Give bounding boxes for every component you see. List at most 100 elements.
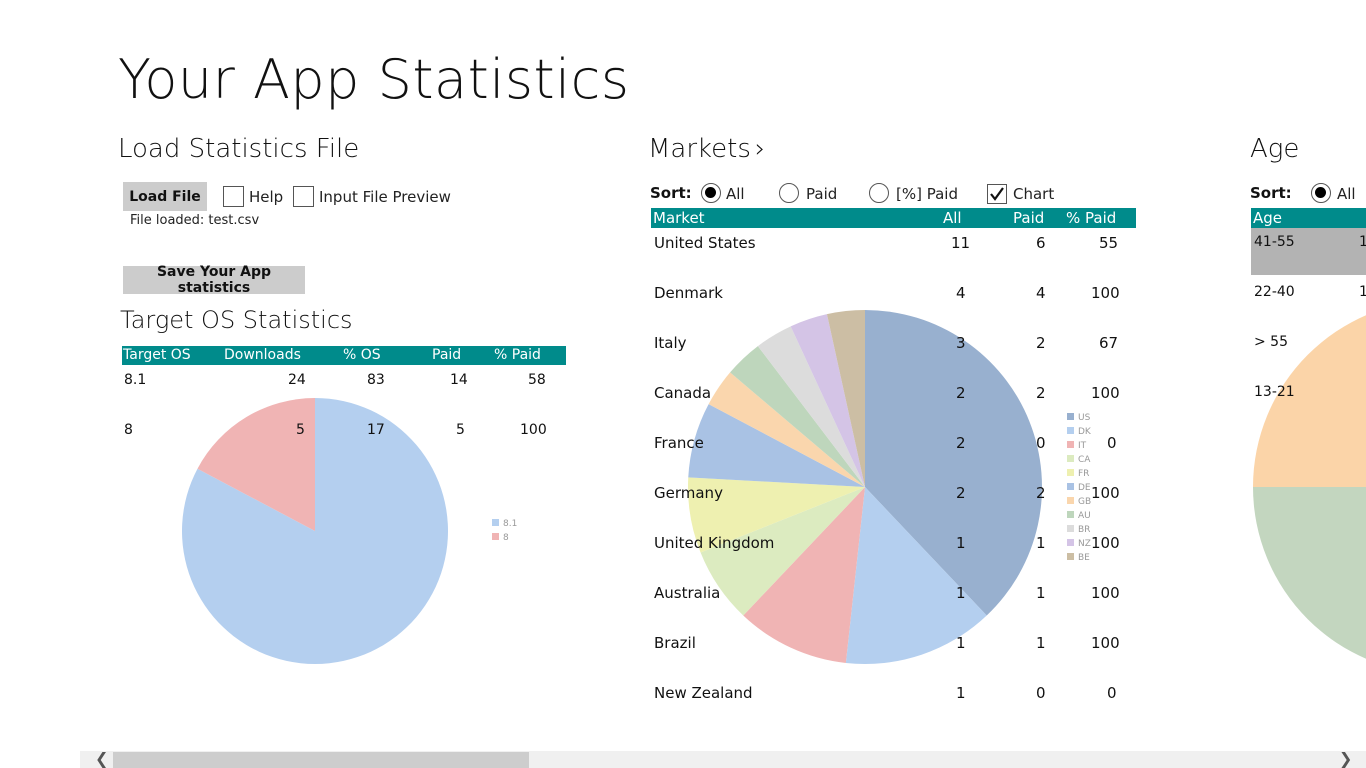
table-row[interactable]: 8 5 17 5 100 [122, 422, 566, 442]
sort-paid-radio[interactable] [779, 183, 799, 203]
os-table-header: Target OS Downloads % OS Paid % Paid [122, 346, 566, 365]
os-header-pct-os: % OS [343, 347, 381, 363]
legend-swatch [1067, 497, 1074, 504]
legend-swatch [1067, 525, 1074, 532]
help-checkbox[interactable] [223, 186, 244, 207]
market-cell: United States [654, 234, 756, 252]
table-row[interactable]: United States 11 6 55 [651, 234, 1136, 254]
table-row[interactable]: Italy 3 2 67 [651, 334, 1136, 354]
table-row[interactable]: Germany 2 2 100 [651, 484, 1136, 504]
age-header-age: Age [1253, 209, 1283, 227]
paid-cell: 0 [1036, 434, 1046, 452]
pie-slice-br [757, 326, 865, 487]
input-preview-checkbox[interactable] [293, 186, 314, 207]
table-row[interactable]: France 2 0 0 [651, 434, 1136, 454]
os-header-downloads: Downloads [224, 347, 301, 363]
sort-all-radio[interactable] [701, 183, 721, 203]
table-row[interactable]: 8.1 24 83 14 58 [122, 372, 566, 392]
paid-cell: 4 [1036, 284, 1046, 302]
age-cell: 13-21 [1254, 384, 1295, 400]
markets-title-text: Markets [648, 134, 751, 164]
table-row[interactable]: United Kingdom 1 1 100 [651, 534, 1136, 554]
age-title: Age [1250, 134, 1300, 164]
market-cell: Brazil [654, 634, 696, 652]
scrollbar-thumb[interactable] [113, 752, 529, 768]
markets-title[interactable]: Markets › [648, 134, 765, 164]
table-row[interactable]: Australia 1 1 100 [651, 584, 1136, 604]
legend-swatch [1067, 441, 1074, 448]
legend-label: 8.1 [503, 519, 517, 529]
sort-pct-paid-radio[interactable] [869, 183, 889, 203]
legend-label: IT [1078, 441, 1087, 451]
all-cell: 1 [956, 584, 966, 602]
market-cell: Germany [654, 484, 723, 502]
market-cell: France [654, 434, 704, 452]
os-pie-chart: 8.18 [182, 398, 517, 664]
app-title: Your App Statistics [118, 48, 630, 111]
legend-swatch [1067, 455, 1074, 462]
market-cell: Australia [654, 584, 721, 602]
pie-slice-gb [708, 372, 865, 487]
table-row[interactable]: 13-21 [1251, 384, 1366, 404]
legend-label: US [1078, 413, 1091, 423]
pie-slice-8 [197, 398, 315, 531]
markets-sort-label: Sort: [650, 184, 692, 202]
markets-header-market: Market [653, 209, 705, 227]
age-table-header: Age [1251, 208, 1366, 228]
legend-swatch [1067, 413, 1074, 420]
legend-label: BR [1078, 525, 1090, 535]
legend-swatch [1067, 511, 1074, 518]
pie-slice-de [688, 404, 865, 487]
age-cell: 41-55 [1254, 234, 1295, 250]
sort-pct-paid-label: [%] Paid [896, 185, 958, 203]
market-cell: New Zealand [654, 684, 753, 702]
downloads-cell: 5 [296, 422, 305, 438]
legend-swatch [1067, 483, 1074, 490]
table-row[interactable]: 22-40 1 [1251, 284, 1366, 304]
table-row[interactable]: New Zealand 1 0 0 [651, 684, 1136, 704]
table-row[interactable]: > 55 [1251, 334, 1366, 354]
paid-cell: 2 [1036, 484, 1046, 502]
paid-cell: 1 [1036, 634, 1046, 652]
pct-paid-cell: 67 [1099, 334, 1119, 352]
paid-cell: 2 [1036, 384, 1046, 402]
table-row[interactable]: Brazil 1 1 100 [651, 634, 1136, 654]
age-all-cell: 1 [1359, 284, 1366, 300]
scroll-left-arrow-icon[interactable]: ❮ [95, 749, 109, 768]
pct-paid-cell: 100 [1091, 634, 1120, 652]
markets-header-all: All [943, 209, 962, 227]
checkmark-icon [990, 187, 1004, 201]
sort-all-label: All [726, 185, 745, 203]
scroll-right-arrow-icon[interactable]: ❯ [1339, 749, 1353, 768]
pct-paid-cell: 0 [1107, 434, 1117, 452]
age-row-selected[interactable]: 41-55 1 [1251, 228, 1366, 275]
pie-slice-81 [182, 398, 449, 664]
pie-slice-be [826, 310, 865, 487]
paid-cell: 2 [1036, 334, 1046, 352]
file-loaded-status: File loaded: test.csv [130, 213, 260, 228]
all-cell: 2 [956, 434, 966, 452]
pct-paid-cell: 100 [1091, 284, 1120, 302]
downloads-cell: 24 [288, 372, 306, 388]
pct-paid-cell: 100 [520, 422, 547, 438]
legend-swatch [492, 519, 499, 526]
markets-header-pct-paid: % Paid [1066, 209, 1117, 227]
paid-cell: 6 [1036, 234, 1046, 252]
pie-slice-ca [700, 487, 865, 616]
paid-cell: 0 [1036, 684, 1046, 702]
pct-paid-cell: 58 [528, 372, 546, 388]
all-cell: 11 [951, 234, 971, 252]
chart-checkbox[interactable] [987, 184, 1007, 204]
all-cell: 2 [956, 484, 966, 502]
table-row[interactable]: Canada 2 2 100 [651, 384, 1136, 404]
pie-slice-nz [790, 314, 865, 487]
paid-cell: 5 [456, 422, 465, 438]
pie-slice-dk [845, 487, 987, 664]
save-statistics-button[interactable]: Save Your App statistics [123, 264, 305, 296]
input-preview-label: Input File Preview [319, 188, 451, 206]
age-sort-all-radio[interactable] [1311, 183, 1331, 203]
legend-label: NZ [1078, 539, 1091, 549]
target-os-title: Target OS Statistics [120, 306, 353, 334]
load-file-button[interactable]: Load File [123, 182, 207, 211]
table-row[interactable]: Denmark 4 4 100 [651, 284, 1136, 304]
